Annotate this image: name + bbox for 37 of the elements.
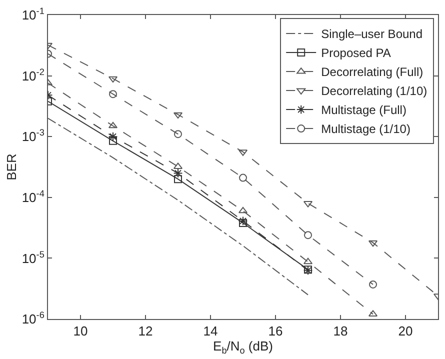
x-tick-label: 16 <box>268 324 283 339</box>
legend-label: Decorrelating (Full) <box>321 65 424 80</box>
x-axis-title: E$_{b}$/N$_{o}$ (dB) <box>213 338 273 356</box>
x-tick-label: 18 <box>333 324 348 339</box>
y-axis-title: BER <box>4 154 19 180</box>
y-tick-label: 10$^{-3}$ <box>22 128 44 144</box>
point <box>369 280 377 288</box>
point <box>174 130 182 138</box>
y-tick-label: 10$^{-5}$ <box>22 249 44 266</box>
y-tick-label: 10$^{-4}$ <box>22 188 44 205</box>
point <box>239 174 247 182</box>
point <box>173 112 183 119</box>
x-tick-label: 20 <box>398 324 413 339</box>
point <box>238 216 248 226</box>
y-tick-label: 10$^{-1}$ <box>22 6 44 23</box>
legend-label: Proposed PA <box>321 46 391 60</box>
point <box>173 168 183 178</box>
point <box>108 122 118 128</box>
legend-label: Multistage (Full) <box>321 103 406 118</box>
x-tick-label: 14 <box>203 324 218 339</box>
point <box>108 132 118 142</box>
point <box>303 258 313 264</box>
point <box>109 90 117 98</box>
point <box>109 136 117 145</box>
y-tick-label: 10$^{-2}$ <box>22 66 44 84</box>
point <box>238 206 248 214</box>
legend-label: Decorrelating (1/10) <box>321 84 428 98</box>
x-tick-label: 12 <box>138 324 153 339</box>
point <box>239 218 247 227</box>
point <box>304 231 312 240</box>
point <box>368 240 378 247</box>
x-tick-label: 10 <box>73 324 88 339</box>
point <box>174 175 182 184</box>
y-tick-label: 10$^{-6}$ <box>22 310 44 327</box>
legend-label: Single–user Bound <box>321 27 423 42</box>
point <box>108 76 118 83</box>
legend-label: Multistage (1/10) <box>321 122 410 136</box>
